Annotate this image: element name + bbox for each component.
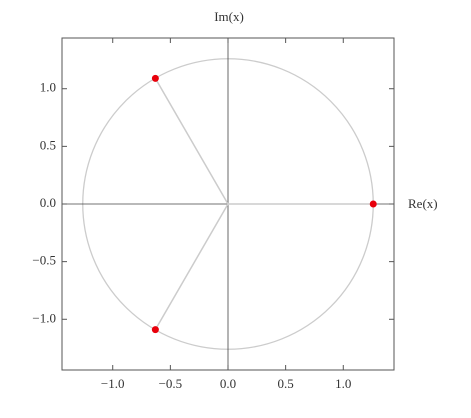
x-tick-label: 0.0 bbox=[220, 376, 236, 391]
x-axis-label: Re(x) bbox=[408, 196, 438, 211]
point bbox=[151, 326, 159, 334]
x-tick-label: −0.5 bbox=[159, 376, 183, 391]
spoke bbox=[154, 203, 229, 331]
x-tick-label: 1.0 bbox=[335, 376, 351, 391]
spoke bbox=[154, 77, 229, 205]
y-tick-label: −1.0 bbox=[32, 310, 56, 325]
x-tick-label: 0.5 bbox=[278, 376, 294, 391]
x-tick-label: −1.0 bbox=[101, 376, 125, 391]
y-axis-label: Im(x) bbox=[214, 9, 244, 24]
y-tick-label: 0.5 bbox=[40, 137, 56, 152]
point bbox=[369, 200, 377, 208]
y-tick-label: 1.0 bbox=[40, 80, 56, 95]
y-tick-label: −0.5 bbox=[32, 253, 56, 268]
y-tick-label: 0.0 bbox=[40, 195, 56, 210]
point bbox=[151, 74, 159, 82]
